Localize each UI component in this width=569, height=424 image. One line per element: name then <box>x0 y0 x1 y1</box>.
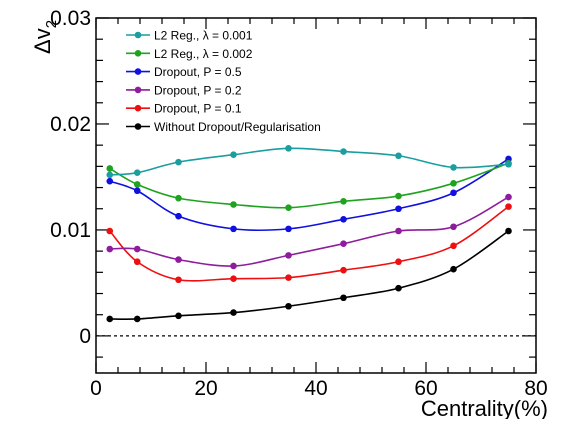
data-point <box>230 151 237 159</box>
y-axis-label-subscript: 2 <box>43 20 60 28</box>
data-point <box>340 198 347 205</box>
data-point <box>175 312 182 320</box>
data-point <box>505 193 512 201</box>
legend-label: L2 Reg., λ = 0.002 <box>154 47 253 61</box>
data-point <box>133 187 141 195</box>
data-point <box>106 315 114 323</box>
data-point <box>340 148 347 155</box>
data-point <box>175 158 182 166</box>
data-point <box>106 177 114 185</box>
series-dropout-p-0-2 <box>106 193 512 270</box>
data-point <box>285 302 292 310</box>
data-point <box>450 223 457 231</box>
data-point <box>133 181 141 188</box>
data-point <box>340 266 347 274</box>
x-tick-label: 60 <box>414 377 437 400</box>
legend-marker <box>134 50 142 57</box>
data-point <box>450 265 457 273</box>
data-point <box>106 165 114 172</box>
data-point <box>230 309 237 316</box>
data-point <box>133 258 141 266</box>
data-point <box>340 216 347 223</box>
legend-entry: L2 Reg., λ = 0.001 <box>126 29 253 43</box>
legend-entry: Dropout, P = 0.1 <box>126 102 242 116</box>
data-point <box>505 203 512 210</box>
legend-marker <box>134 123 142 130</box>
series-line <box>109 196 509 267</box>
legend-label: Without Dropout/Regularisation <box>154 120 321 134</box>
data-point <box>340 294 347 302</box>
data-point <box>106 227 114 235</box>
y-tick-label: 0.02 <box>50 113 91 136</box>
x-tick-label: 80 <box>524 377 547 400</box>
data-point <box>505 160 512 168</box>
series-line <box>109 158 509 232</box>
data-point <box>133 169 141 177</box>
series-dropout-p-0-1 <box>106 203 512 284</box>
data-point <box>450 242 457 250</box>
legend-marker <box>134 86 142 94</box>
data-point <box>505 227 512 235</box>
data-point <box>230 275 237 282</box>
data-point <box>285 252 292 259</box>
y-tick-label: 0 <box>79 325 91 348</box>
x-tick-label: 0 <box>90 377 102 400</box>
legend-entry: Dropout, P = 0.2 <box>126 83 242 97</box>
legend-marker <box>134 31 142 39</box>
legend-label: L2 Reg., λ = 0.001 <box>154 29 253 43</box>
data-point <box>450 180 457 187</box>
data-point <box>230 225 237 233</box>
data-point <box>395 192 402 200</box>
legend-entry: L2 Reg., λ = 0.002 <box>126 47 253 61</box>
x-axis-label: Centrality(%) <box>421 396 548 419</box>
y-tick-label: 0.03 <box>50 7 91 30</box>
x-tick-label: 20 <box>194 377 217 400</box>
data-point <box>395 284 402 292</box>
x-tick-label: 40 <box>304 377 327 400</box>
data-point <box>175 256 182 263</box>
data-point <box>395 258 402 266</box>
legend-label: Dropout, P = 0.2 <box>154 83 242 97</box>
legend-marker <box>134 68 142 75</box>
data-point <box>133 245 141 253</box>
data-point <box>106 245 114 253</box>
data-point <box>285 274 292 281</box>
data-point <box>395 152 402 160</box>
series-l2-reg-0-001 <box>106 145 512 179</box>
data-point <box>285 204 292 211</box>
data-point <box>230 262 237 270</box>
legend-label: Dropout, P = 0.1 <box>154 102 242 116</box>
data-point <box>340 240 347 248</box>
data-point <box>175 194 182 202</box>
data-point <box>395 227 402 235</box>
data-point <box>175 276 182 284</box>
series-line <box>109 147 509 176</box>
legend-entry: Dropout, P = 0.5 <box>126 65 242 79</box>
data-point <box>285 225 292 233</box>
data-point <box>285 145 292 152</box>
series-dropout-p-0-5 <box>106 155 512 233</box>
y-tick-label: 0.01 <box>50 219 91 242</box>
data-point <box>106 171 114 179</box>
data-point <box>133 315 141 323</box>
data-point <box>230 201 237 208</box>
legend-label: Dropout, P = 0.5 <box>154 65 242 79</box>
y-axis-label: Δv2 <box>30 20 60 54</box>
legend-marker <box>134 104 142 112</box>
legend-entry: Without Dropout/Regularisation <box>126 120 321 134</box>
series-without-dropout-regularisation <box>106 227 512 323</box>
data-point <box>395 205 402 213</box>
series-line <box>109 205 509 282</box>
data-point <box>175 212 182 220</box>
data-point <box>450 164 457 171</box>
series-line <box>109 162 509 209</box>
data-point <box>450 189 457 197</box>
